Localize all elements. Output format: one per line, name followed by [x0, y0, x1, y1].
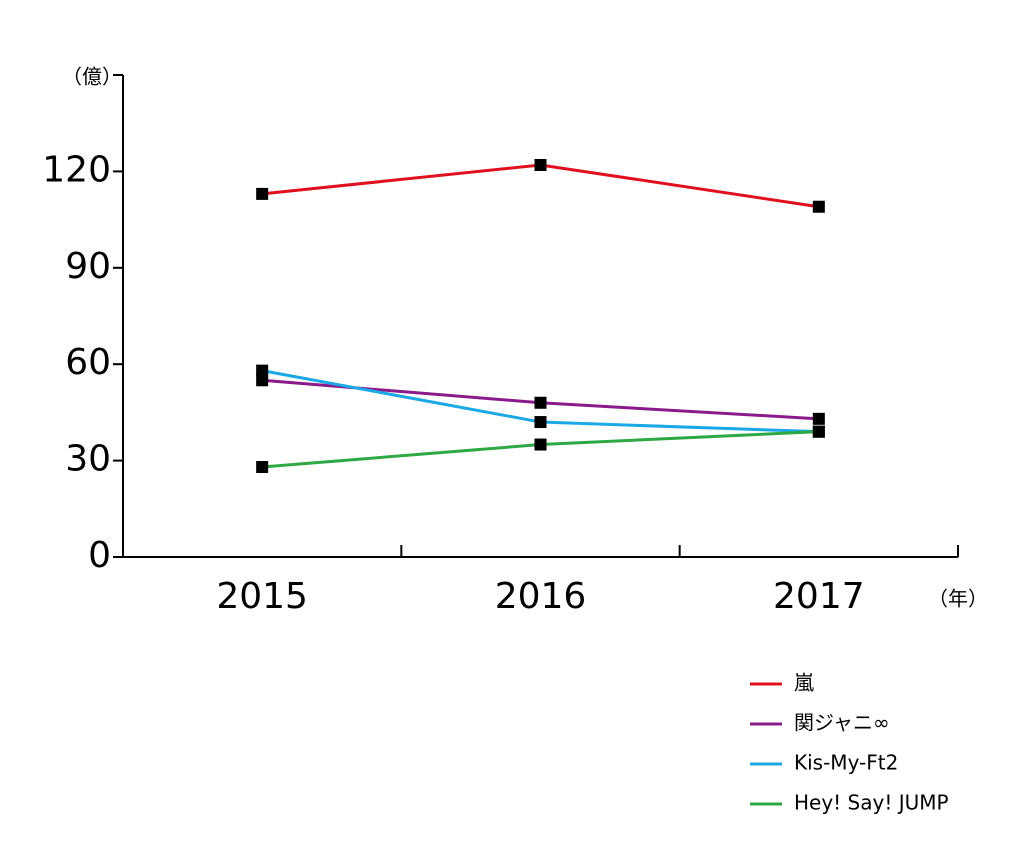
legend-label: 関ジャニ∞: [794, 711, 890, 735]
point-marker: [534, 416, 547, 429]
y-tick-label: 60: [65, 342, 111, 383]
x-tick-label: 2016: [495, 576, 587, 617]
y-tick-label: 30: [65, 439, 111, 480]
point-marker: [256, 374, 269, 387]
legend-label: Kis-My-Ft2: [794, 751, 898, 775]
series-line: [262, 163, 820, 209]
legend-label: 嵐: [794, 671, 814, 695]
point-marker: [534, 438, 547, 451]
x-tick-label: 2015: [216, 576, 308, 617]
y-tick-label: 120: [42, 149, 111, 190]
x-tick-label: 2017: [773, 576, 865, 617]
point-marker: [256, 364, 269, 377]
y-tick-label: 0: [88, 535, 111, 576]
y-unit: （億）: [62, 65, 122, 89]
point-marker: [534, 158, 547, 171]
point-marker: [812, 412, 825, 425]
x-unit: （年）: [928, 587, 988, 611]
legend-label: Hey! Say! JUMP: [794, 791, 949, 815]
y-tick-label: 90: [65, 246, 111, 287]
point-marker: [256, 461, 269, 474]
point-marker: [256, 187, 269, 200]
point-marker: [534, 396, 547, 409]
point-marker: [812, 200, 825, 213]
point-marker: [812, 425, 825, 438]
